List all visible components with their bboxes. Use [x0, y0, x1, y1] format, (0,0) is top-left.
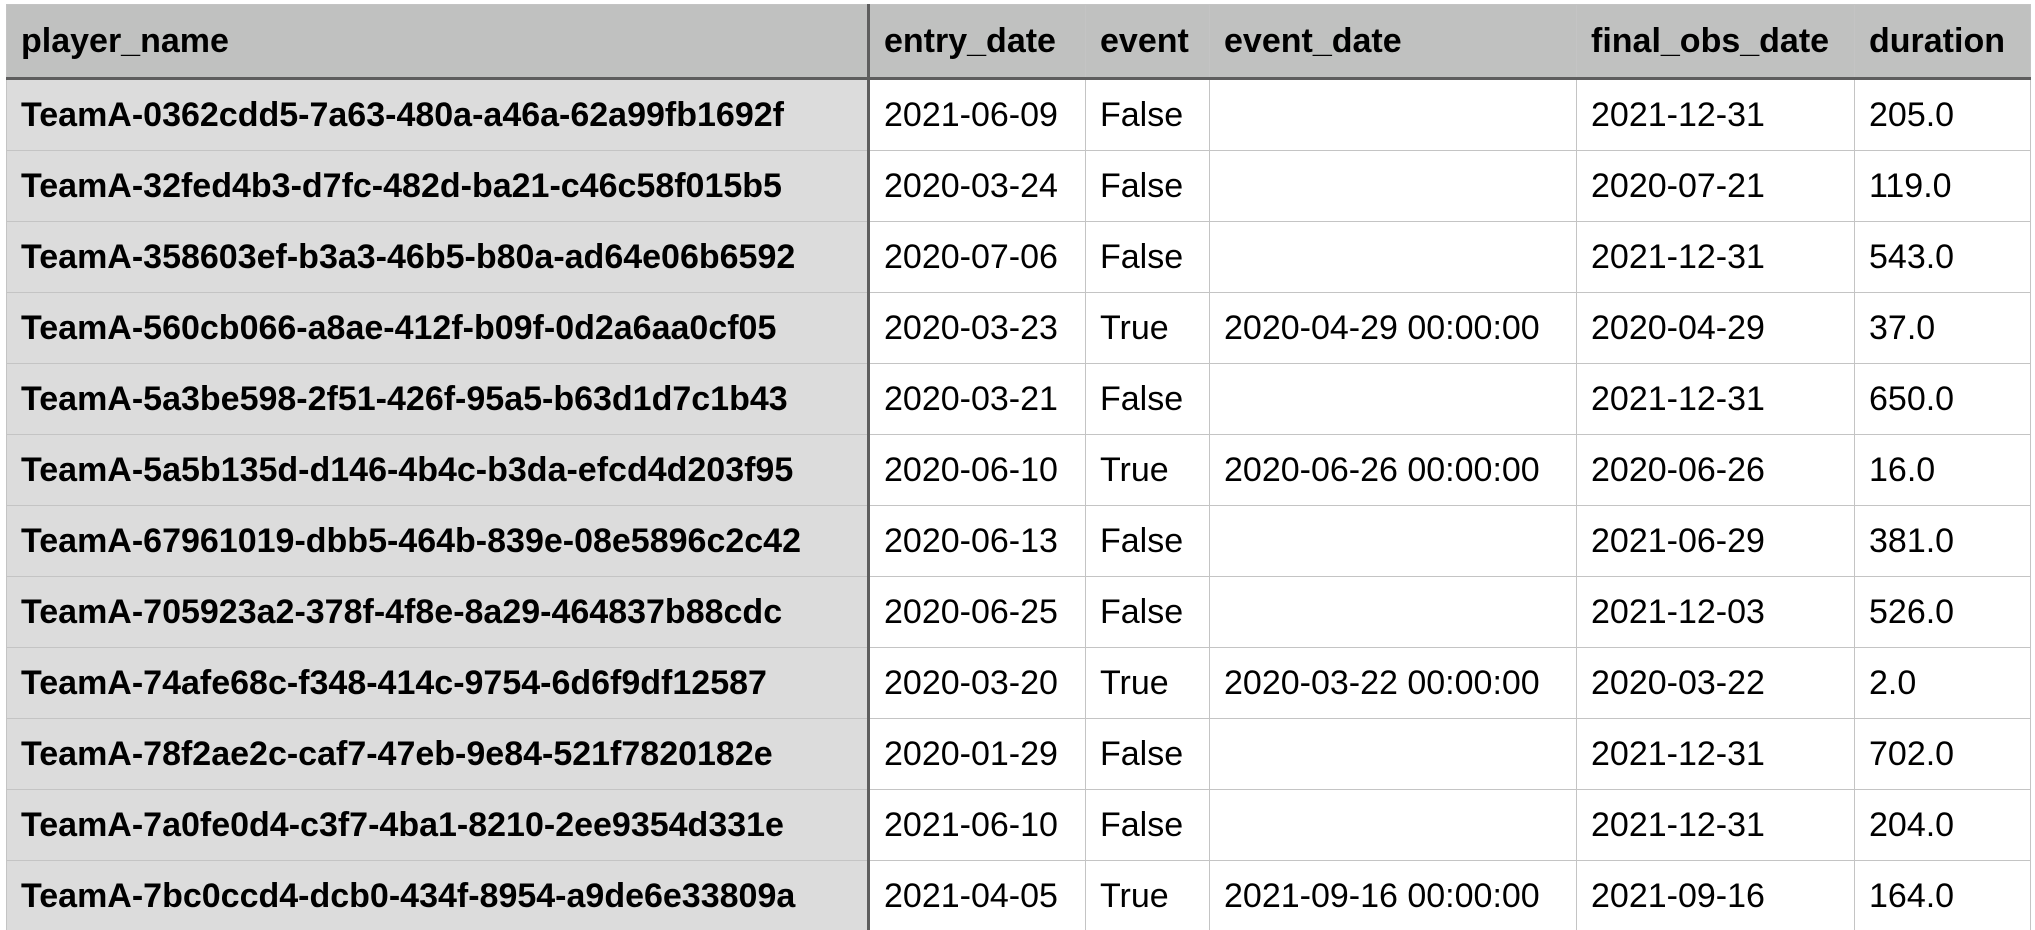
event-date-cell[interactable] — [1209, 150, 1577, 222]
event-cell[interactable]: False — [1085, 576, 1210, 648]
table-row: TeamA-67961019-dbb5-464b-839e-08e5896c2c… — [6, 505, 2031, 577]
event-cell[interactable]: False — [1085, 221, 1210, 293]
player-name-cell[interactable]: TeamA-5a3be598-2f51-426f-95a5-b63d1d7c1b… — [6, 363, 870, 435]
table-row: TeamA-78f2ae2c-caf7-47eb-9e84-521f782018… — [6, 718, 2031, 790]
event-date-cell[interactable]: 2021-09-16 00:00:00 — [1209, 860, 1577, 930]
player-name-cell[interactable]: TeamA-0362cdd5-7a63-480a-a46a-62a99fb169… — [6, 78, 870, 151]
final-obs-date-cell[interactable]: 2020-06-26 — [1576, 434, 1855, 506]
event-date-cell[interactable] — [1209, 363, 1577, 435]
event-date-cell[interactable] — [1209, 221, 1577, 293]
event-cell[interactable]: False — [1085, 78, 1210, 151]
event-cell[interactable]: False — [1085, 505, 1210, 577]
entry-date-cell[interactable]: 2020-01-29 — [868, 718, 1086, 790]
duration-cell[interactable]: 205.0 — [1854, 78, 2031, 151]
event-date-cell[interactable] — [1209, 789, 1577, 861]
entry-date-cell[interactable]: 2020-07-06 — [868, 221, 1086, 293]
event-date-cell[interactable] — [1209, 505, 1577, 577]
duration-cell[interactable]: 650.0 — [1854, 363, 2031, 435]
event-cell[interactable]: False — [1085, 718, 1210, 790]
event-cell[interactable]: True — [1085, 292, 1210, 364]
column-header-duration[interactable]: duration — [1854, 4, 2031, 80]
final-obs-date-cell[interactable]: 2021-09-16 — [1576, 860, 1855, 930]
table-row: TeamA-5a3be598-2f51-426f-95a5-b63d1d7c1b… — [6, 363, 2031, 435]
table-row: TeamA-7bc0ccd4-dcb0-434f-8954-a9de6e3380… — [6, 860, 2031, 930]
event-cell[interactable]: True — [1085, 434, 1210, 506]
event-date-cell[interactable]: 2020-06-26 00:00:00 — [1209, 434, 1577, 506]
event-cell[interactable]: True — [1085, 860, 1210, 930]
duration-cell[interactable]: 164.0 — [1854, 860, 2031, 930]
player-name-cell[interactable]: TeamA-705923a2-378f-4f8e-8a29-464837b88c… — [6, 576, 870, 648]
entry-date-cell[interactable]: 2020-06-13 — [868, 505, 1086, 577]
final-obs-date-cell[interactable]: 2021-06-29 — [1576, 505, 1855, 577]
entry-date-cell[interactable]: 2020-03-20 — [868, 647, 1086, 719]
duration-cell[interactable]: 543.0 — [1854, 221, 2031, 293]
event-date-cell[interactable] — [1209, 78, 1577, 151]
duration-cell[interactable]: 381.0 — [1854, 505, 2031, 577]
data-table: player_name entry_date event event_date … — [6, 4, 2031, 930]
final-obs-date-cell[interactable]: 2021-12-03 — [1576, 576, 1855, 648]
column-header-final-obs-date[interactable]: final_obs_date — [1576, 4, 1855, 80]
duration-cell[interactable]: 702.0 — [1854, 718, 2031, 790]
entry-date-cell[interactable]: 2021-06-09 — [868, 78, 1086, 151]
table-row: TeamA-5a5b135d-d146-4b4c-b3da-efcd4d203f… — [6, 434, 2031, 506]
final-obs-date-cell[interactable]: 2020-04-29 — [1576, 292, 1855, 364]
table-row: TeamA-74afe68c-f348-414c-9754-6d6f9df125… — [6, 647, 2031, 719]
table-row: TeamA-0362cdd5-7a63-480a-a46a-62a99fb169… — [6, 78, 2031, 151]
player-name-cell[interactable]: TeamA-32fed4b3-d7fc-482d-ba21-c46c58f015… — [6, 150, 870, 222]
event-date-cell[interactable] — [1209, 576, 1577, 648]
final-obs-date-cell[interactable]: 2021-12-31 — [1576, 78, 1855, 151]
duration-cell[interactable]: 119.0 — [1854, 150, 2031, 222]
event-cell[interactable]: False — [1085, 150, 1210, 222]
entry-date-cell[interactable]: 2020-06-25 — [868, 576, 1086, 648]
entry-date-cell[interactable]: 2020-03-23 — [868, 292, 1086, 364]
player-name-cell[interactable]: TeamA-560cb066-a8ae-412f-b09f-0d2a6aa0cf… — [6, 292, 870, 364]
header-row: player_name entry_date event event_date … — [6, 4, 2031, 80]
event-cell[interactable]: False — [1085, 363, 1210, 435]
column-header-entry-date[interactable]: entry_date — [868, 4, 1086, 80]
table-body: TeamA-0362cdd5-7a63-480a-a46a-62a99fb169… — [6, 78, 2031, 930]
final-obs-date-cell[interactable]: 2020-03-22 — [1576, 647, 1855, 719]
duration-cell[interactable]: 2.0 — [1854, 647, 2031, 719]
column-header-event-date[interactable]: event_date — [1209, 4, 1577, 80]
player-name-cell[interactable]: TeamA-74afe68c-f348-414c-9754-6d6f9df125… — [6, 647, 870, 719]
column-header-event[interactable]: event — [1085, 4, 1210, 80]
event-cell[interactable]: False — [1085, 789, 1210, 861]
player-name-cell[interactable]: TeamA-67961019-dbb5-464b-839e-08e5896c2c… — [6, 505, 870, 577]
final-obs-date-cell[interactable]: 2021-12-31 — [1576, 718, 1855, 790]
entry-date-cell[interactable]: 2020-03-21 — [868, 363, 1086, 435]
table-row: TeamA-32fed4b3-d7fc-482d-ba21-c46c58f015… — [6, 150, 2031, 222]
duration-cell[interactable]: 16.0 — [1854, 434, 2031, 506]
entry-date-cell[interactable]: 2021-04-05 — [868, 860, 1086, 930]
duration-cell[interactable]: 37.0 — [1854, 292, 2031, 364]
entry-date-cell[interactable]: 2020-03-24 — [868, 150, 1086, 222]
player-name-cell[interactable]: TeamA-78f2ae2c-caf7-47eb-9e84-521f782018… — [6, 718, 870, 790]
player-name-cell[interactable]: TeamA-5a5b135d-d146-4b4c-b3da-efcd4d203f… — [6, 434, 870, 506]
final-obs-date-cell[interactable]: 2020-07-21 — [1576, 150, 1855, 222]
column-header-player-name[interactable]: player_name — [6, 4, 870, 80]
table-row: TeamA-7a0fe0d4-c3f7-4ba1-8210-2ee9354d33… — [6, 789, 2031, 861]
final-obs-date-cell[interactable]: 2021-12-31 — [1576, 363, 1855, 435]
final-obs-date-cell[interactable]: 2021-12-31 — [1576, 789, 1855, 861]
event-cell[interactable]: True — [1085, 647, 1210, 719]
player-name-cell[interactable]: TeamA-7a0fe0d4-c3f7-4ba1-8210-2ee9354d33… — [6, 789, 870, 861]
final-obs-date-cell[interactable]: 2021-12-31 — [1576, 221, 1855, 293]
entry-date-cell[interactable]: 2021-06-10 — [868, 789, 1086, 861]
duration-cell[interactable]: 526.0 — [1854, 576, 2031, 648]
entry-date-cell[interactable]: 2020-06-10 — [868, 434, 1086, 506]
event-date-cell[interactable] — [1209, 718, 1577, 790]
event-date-cell[interactable]: 2020-04-29 00:00:00 — [1209, 292, 1577, 364]
event-date-cell[interactable]: 2020-03-22 00:00:00 — [1209, 647, 1577, 719]
table-row: TeamA-705923a2-378f-4f8e-8a29-464837b88c… — [6, 576, 2031, 648]
table-row: TeamA-358603ef-b3a3-46b5-b80a-ad64e06b65… — [6, 221, 2031, 293]
player-name-cell[interactable]: TeamA-358603ef-b3a3-46b5-b80a-ad64e06b65… — [6, 221, 870, 293]
duration-cell[interactable]: 204.0 — [1854, 789, 2031, 861]
player-name-cell[interactable]: TeamA-7bc0ccd4-dcb0-434f-8954-a9de6e3380… — [6, 860, 870, 930]
table-row: TeamA-560cb066-a8ae-412f-b09f-0d2a6aa0cf… — [6, 292, 2031, 364]
